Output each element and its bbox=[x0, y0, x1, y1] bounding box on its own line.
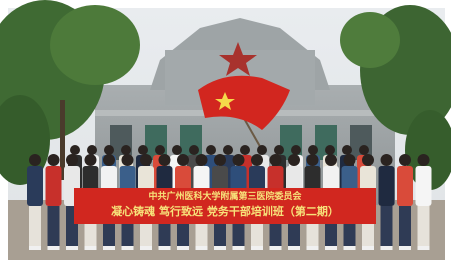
person-part bbox=[418, 206, 430, 246]
photo: 中共广州医科大学附属第三医院委员会 凝心铸魂 笃行致远 党务干部培训班（第二期） bbox=[0, 0, 451, 266]
person-part bbox=[381, 154, 393, 166]
person-part bbox=[214, 154, 226, 166]
person-part bbox=[70, 145, 80, 155]
person-part bbox=[140, 246, 152, 250]
person-part bbox=[291, 145, 301, 155]
person-part bbox=[379, 166, 395, 206]
person-part bbox=[214, 246, 226, 250]
person-part bbox=[122, 154, 134, 166]
person-part bbox=[206, 145, 216, 155]
person-part bbox=[177, 154, 189, 166]
person-part bbox=[344, 154, 356, 166]
person-part bbox=[159, 246, 171, 250]
banner: 中共广州医科大学附属第三医院委员会 凝心铸魂 笃行致远 党务干部培训班（第二期） bbox=[74, 188, 376, 224]
person-part bbox=[418, 154, 430, 166]
person-part bbox=[325, 145, 335, 155]
person-part bbox=[196, 154, 208, 166]
person-part bbox=[104, 145, 114, 155]
person-part bbox=[288, 246, 300, 250]
person-part bbox=[308, 145, 318, 155]
person-part bbox=[155, 145, 165, 155]
person-part bbox=[177, 246, 189, 250]
person-part bbox=[381, 206, 393, 246]
person-part bbox=[416, 166, 432, 206]
person-part bbox=[103, 246, 115, 250]
person-part bbox=[27, 166, 43, 206]
person-part bbox=[251, 246, 263, 250]
person-part bbox=[399, 246, 411, 250]
person-part bbox=[233, 246, 245, 250]
person-part bbox=[270, 246, 282, 250]
person-part bbox=[85, 154, 97, 166]
person-part bbox=[66, 154, 78, 166]
person-part bbox=[46, 166, 62, 206]
person-part bbox=[48, 206, 60, 246]
person-part bbox=[307, 246, 319, 250]
person-part bbox=[196, 246, 208, 250]
person-part bbox=[87, 145, 97, 155]
person-part bbox=[251, 154, 263, 166]
person-part bbox=[325, 154, 337, 166]
person-part bbox=[288, 154, 300, 166]
person-part bbox=[362, 246, 374, 250]
person-part bbox=[223, 145, 233, 155]
person-part bbox=[122, 246, 134, 250]
person-part bbox=[270, 154, 282, 166]
person-part bbox=[29, 246, 41, 250]
person-part bbox=[159, 154, 171, 166]
person-part bbox=[240, 145, 250, 155]
person-part bbox=[257, 145, 267, 155]
person-part bbox=[29, 154, 41, 166]
person-part bbox=[66, 246, 78, 250]
person-part bbox=[307, 154, 319, 166]
person-part bbox=[344, 246, 356, 250]
person-part bbox=[362, 154, 374, 166]
person-part bbox=[274, 145, 284, 155]
person-part bbox=[325, 246, 337, 250]
banner-main-line: 凝心铸魂 笃行致远 党务干部培训班（第二期） bbox=[111, 204, 339, 218]
person-part bbox=[399, 154, 411, 166]
person-part bbox=[381, 246, 393, 250]
person-part bbox=[399, 206, 411, 246]
person-part bbox=[48, 154, 60, 166]
person-part bbox=[189, 145, 199, 155]
person-part bbox=[85, 246, 97, 250]
person-part bbox=[359, 145, 369, 155]
person-part bbox=[48, 246, 60, 250]
person-part bbox=[121, 145, 131, 155]
person-part bbox=[140, 154, 152, 166]
person-part bbox=[29, 206, 41, 246]
banner-top-line: 中共广州医科大学附属第三医院委员会 bbox=[148, 190, 302, 202]
person-part bbox=[397, 166, 413, 206]
person-part bbox=[418, 246, 430, 250]
person-part bbox=[103, 154, 115, 166]
person-part bbox=[138, 145, 148, 155]
person-part bbox=[233, 154, 245, 166]
person-part bbox=[342, 145, 352, 155]
person-part bbox=[172, 145, 182, 155]
